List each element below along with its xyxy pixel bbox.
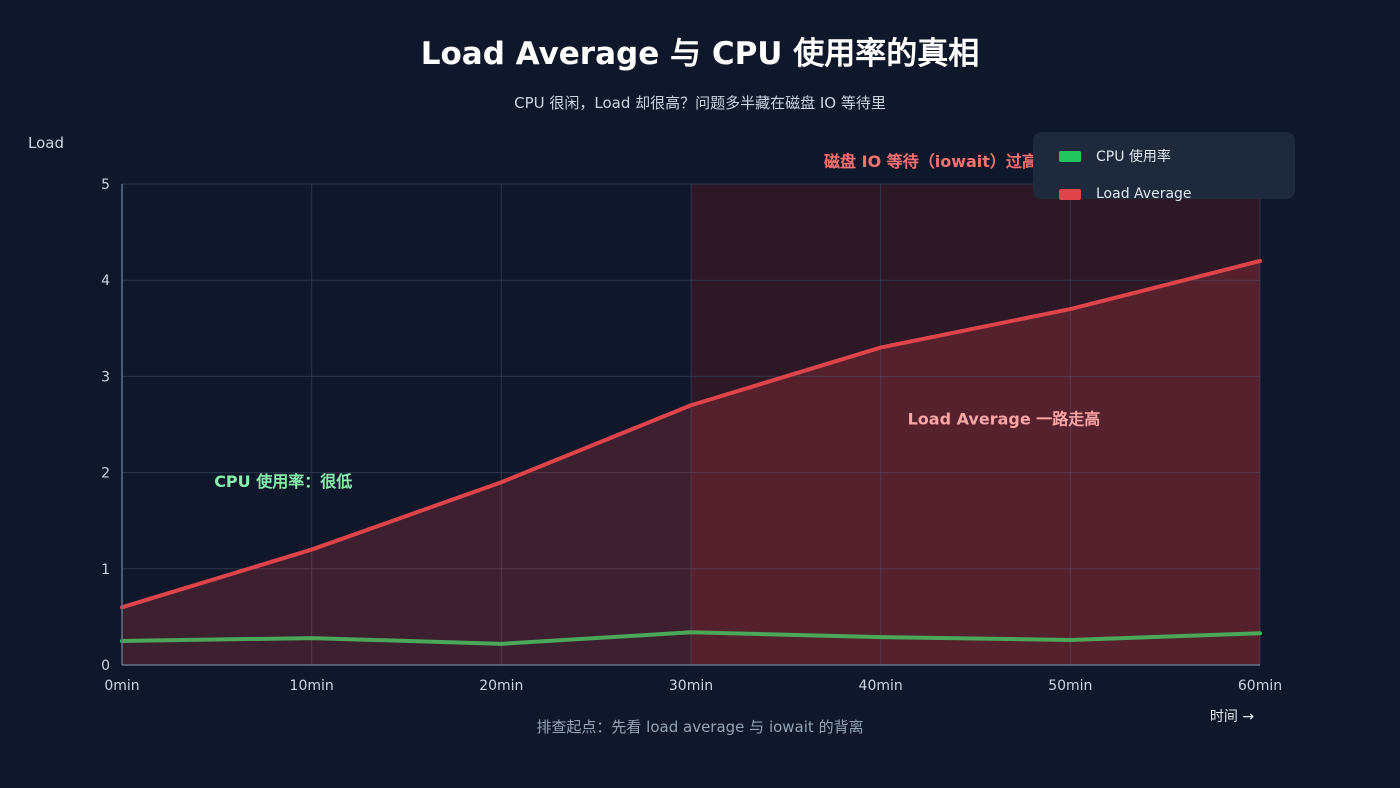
x-tick-label: 30min <box>669 678 713 694</box>
y-tick-label: 2 <box>101 466 110 482</box>
x-axis-label: 时间 → <box>1210 709 1254 725</box>
data-point <box>499 480 503 484</box>
legend-label-cpu: CPU 使用率 <box>1096 149 1171 165</box>
series-line-0 <box>120 630 1262 646</box>
series-area-1 <box>122 260 1260 665</box>
x-tick-label: 0min <box>104 678 139 694</box>
y-tick-label: 5 <box>101 177 110 193</box>
footer-note: 排查起点：先看 load average 与 iowait 的背离 <box>536 718 864 736</box>
legend-item-cpu[interactable]: CPU 使用率 <box>1059 146 1171 166</box>
data-point <box>1068 307 1072 311</box>
chart-subtitle: CPU 很闲，Load 却很高？问题多半藏在磁盘 IO 等待里 <box>514 94 886 112</box>
legend-swatch-load <box>1059 188 1081 200</box>
y-tick-label: 3 <box>101 369 110 385</box>
data-point <box>1258 259 1262 263</box>
legend-label-load: Load Average <box>1096 186 1192 202</box>
x-tick-label: 40min <box>859 678 903 694</box>
legend-swatch-cpu <box>1059 150 1081 162</box>
load-annotation: Load Average 一路走高 <box>908 410 1101 429</box>
series-line-1 <box>120 258 1262 610</box>
y-tick-label: 1 <box>101 562 110 578</box>
data-point <box>310 548 314 552</box>
x-tick-label: 50min <box>1048 678 1092 694</box>
x-tick-label: 60min <box>1238 678 1282 694</box>
iowait-region-label: 磁盘 IO 等待（iowait）过高 <box>824 152 1038 171</box>
data-point <box>879 346 883 350</box>
chart-title: Load Average 与 CPU 使用率的真相 <box>420 36 980 72</box>
legend: CPU 使用率 Load Average <box>1033 132 1295 202</box>
y-axis-label: Load <box>28 134 64 152</box>
x-tick-label: 20min <box>479 678 523 694</box>
iowait-highlight-region <box>691 184 1260 665</box>
x-tick-label: 10min <box>290 678 334 694</box>
legend-item-load[interactable]: Load Average <box>1059 184 1192 204</box>
data-point <box>689 403 693 407</box>
y-tick-label: 4 <box>101 273 110 289</box>
y-tick-label: 0 <box>101 658 110 674</box>
cpu-annotation: CPU 使用率：很低 <box>214 472 352 491</box>
